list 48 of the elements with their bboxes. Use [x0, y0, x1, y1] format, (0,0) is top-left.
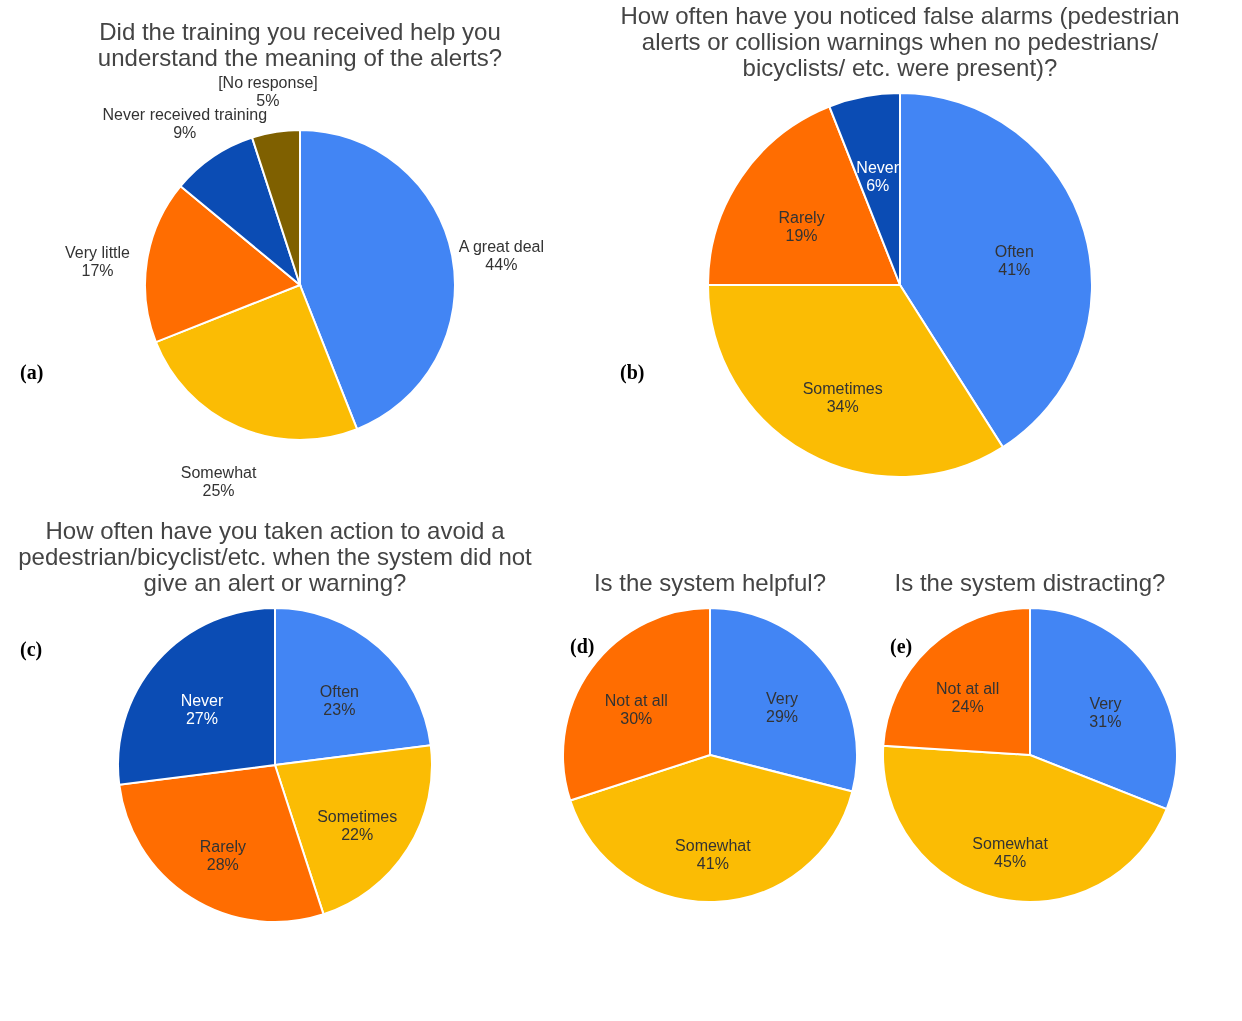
slice-label: A great deal [458, 237, 545, 255]
text: (d) [570, 634, 595, 658]
chart-title: How often have you noticed false alarms (pedestrian alerts or collision warnings when no pedestrians/ bicyclists/ etc. were present)? [620, 2, 1180, 81]
data-label: 34% [826, 398, 859, 416]
data-label: 23% [323, 700, 356, 718]
slice-label: Never [180, 691, 224, 709]
slice-label: Somewhat [180, 464, 257, 482]
data-label: 25% [202, 482, 235, 500]
chart-title: How often have you taken action to avoid a pedestrian/bicyclist/etc. when the system did not give an alert or warning? [18, 517, 533, 596]
data-label: 30% [620, 710, 653, 728]
slice-label: Very [1089, 694, 1122, 712]
slice-label: Often [319, 682, 359, 700]
data-label: 9% [173, 124, 197, 142]
data-label: 45% [994, 852, 1027, 870]
data-label: 22% [341, 826, 374, 844]
data-label: 5% [256, 91, 280, 109]
data-label: 31% [1089, 712, 1122, 730]
data-label: 28% [206, 856, 239, 874]
slice-label: Never [856, 159, 900, 177]
slice-label: Often [994, 242, 1034, 260]
data-label: 41% [998, 260, 1031, 278]
data-label: 24% [951, 697, 984, 715]
text: (b) [620, 361, 645, 384]
slice-label: Not at all [604, 692, 668, 710]
slice-label: Not at all [936, 679, 1000, 697]
chart-title: Is the system helpful? [593, 569, 827, 596]
slice-label: Sometimes [317, 808, 398, 826]
data-label: 17% [81, 261, 114, 279]
chart-title: Is the system distracting? [894, 569, 1166, 596]
slice-label: Very [766, 690, 799, 708]
text: (a) [20, 361, 44, 384]
text: (e) [890, 634, 913, 658]
data-label: 41% [696, 855, 729, 873]
slice-label: [No response] [218, 73, 318, 91]
chart-title: Did the training you received help you understand the meaning of the alerts? [97, 17, 503, 71]
data-label: 27% [185, 709, 218, 727]
slice-label: Rarely [199, 838, 246, 856]
text: (c) [20, 637, 43, 661]
data-label: 29% [766, 708, 799, 726]
data-label: 44% [485, 255, 518, 273]
slice-label: Sometimes [802, 380, 883, 398]
data-label: 6% [866, 177, 890, 195]
slice-label: Never received training [102, 106, 268, 124]
slice-label: Somewhat [675, 837, 752, 855]
slice-label: Rarely [778, 209, 825, 227]
slice-label: Somewhat [972, 834, 1049, 852]
slice-label: Very little [65, 243, 131, 261]
data-label: 19% [785, 227, 818, 245]
